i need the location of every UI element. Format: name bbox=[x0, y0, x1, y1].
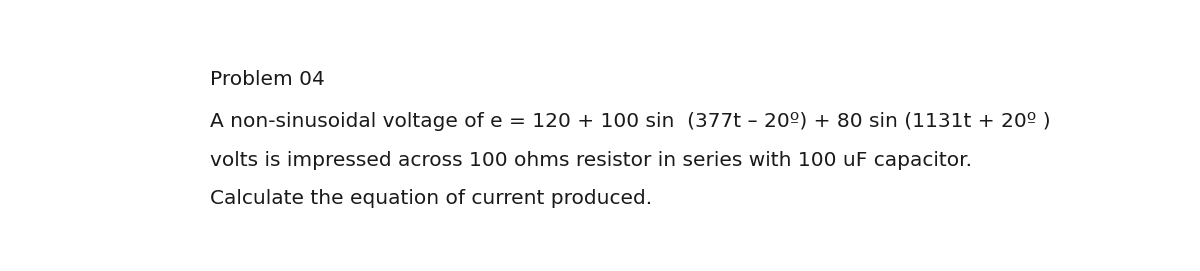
Text: volts is impressed across 100 ohms resistor in series with 100 uF capacitor.: volts is impressed across 100 ohms resis… bbox=[210, 151, 972, 170]
Text: Calculate the equation of current produced.: Calculate the equation of current produc… bbox=[210, 189, 653, 208]
Text: A non-sinusoidal voltage of e = 120 + 100 sin  (377t – 20º) + 80 sin (1131t + 20: A non-sinusoidal voltage of e = 120 + 10… bbox=[210, 112, 1051, 131]
Text: Problem 04: Problem 04 bbox=[210, 70, 325, 89]
